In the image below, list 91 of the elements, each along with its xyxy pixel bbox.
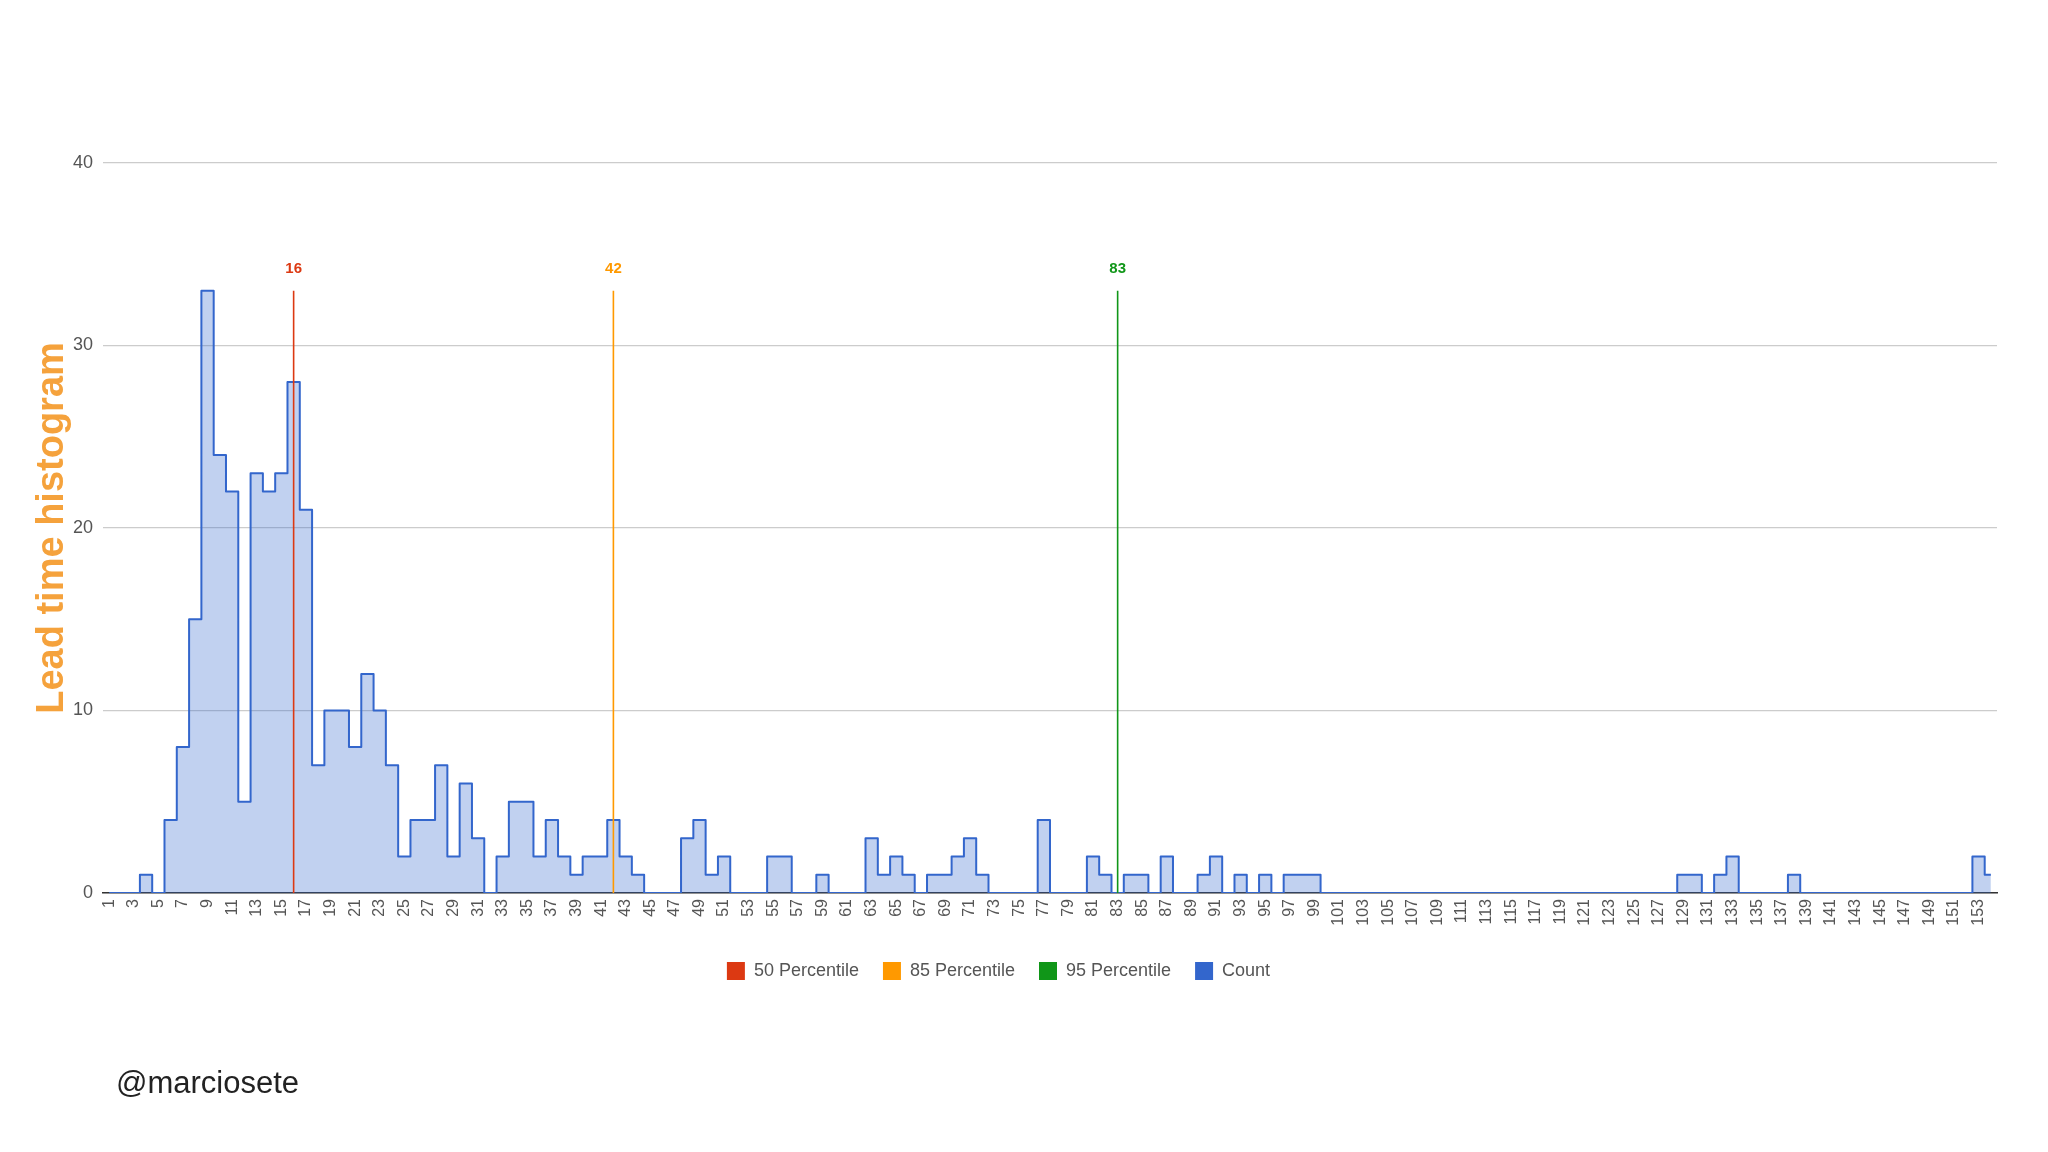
- x-tick-label: 75: [1009, 898, 1027, 917]
- x-tick-label: 153: [1968, 898, 1986, 926]
- x-tick-label: 127: [1649, 898, 1667, 926]
- x-tick-label: 103: [1354, 898, 1372, 926]
- x-tick-label: 145: [1870, 898, 1888, 926]
- x-tick-label: 109: [1427, 898, 1445, 926]
- x-tick-label: 117: [1526, 898, 1544, 925]
- x-tick-label: 37: [542, 898, 560, 917]
- x-tick-label: 107: [1403, 898, 1421, 926]
- x-tick-label: 105: [1378, 898, 1396, 926]
- x-tick-label: 29: [443, 898, 461, 917]
- x-tick-label: 119: [1550, 898, 1568, 925]
- x-tick-label: 25: [394, 898, 412, 917]
- x-tick-label: 71: [960, 898, 978, 917]
- legend-label: 50 Percentile: [753, 959, 859, 980]
- x-tick-label: 3: [124, 898, 142, 908]
- annotation: 16: [285, 259, 302, 277]
- x-tick-label: 33: [493, 898, 511, 917]
- legend-label: Count: [1222, 959, 1271, 980]
- y-tick-label: 30: [72, 334, 93, 355]
- x-tick-label: 113: [1477, 898, 1495, 925]
- x-tick-label: 93: [1231, 898, 1249, 917]
- x-tick-label: 131: [1698, 898, 1716, 926]
- x-tick-label: 13: [247, 898, 265, 917]
- x-tick-label: 11: [222, 898, 240, 916]
- x-tick-label: 57: [788, 898, 806, 917]
- x-tick-label: 135: [1747, 898, 1765, 926]
- x-tick-label: 85: [1132, 898, 1150, 917]
- x-tick-label: 23: [370, 898, 388, 917]
- x-tick-label: 63: [862, 898, 880, 917]
- legend-label: 95 Percentile: [1066, 959, 1172, 980]
- x-tick-label: 5: [148, 898, 166, 908]
- x-tick-label: 125: [1624, 898, 1642, 926]
- x-tick-label: 111: [1452, 898, 1470, 924]
- x-tick-label: 91: [1206, 898, 1224, 917]
- y-tick-label: 40: [72, 151, 93, 172]
- x-tick-label: 17: [296, 898, 314, 917]
- x-tick-label: 83: [1108, 898, 1126, 917]
- x-tick-label: 61: [837, 898, 855, 917]
- x-tick-label: 133: [1722, 898, 1740, 926]
- x-tick-label: 139: [1796, 898, 1814, 926]
- x-tick-label: 137: [1772, 898, 1790, 926]
- annotation: 83: [1109, 259, 1126, 277]
- x-tick-label: 95: [1255, 898, 1273, 917]
- y-tick-label: 20: [72, 516, 93, 537]
- x-tick-label: 53: [739, 898, 757, 917]
- x-tick-label: 27: [419, 898, 437, 917]
- x-tick-label: 9: [197, 898, 215, 908]
- x-tick-label: 49: [689, 898, 707, 917]
- x-tick-label: 81: [1083, 898, 1101, 917]
- x-tick-label: 35: [517, 898, 535, 917]
- x-tick-label: 143: [1845, 898, 1863, 926]
- x-tick-label: 43: [616, 898, 634, 917]
- x-tick-label: 19: [320, 898, 338, 917]
- x-tick-label: 7: [173, 898, 191, 908]
- x-tick-label: 149: [1919, 898, 1937, 926]
- x-tick-label: 115: [1501, 898, 1519, 925]
- x-tick-label: 87: [1157, 898, 1175, 917]
- x-tick-label: 67: [911, 898, 929, 917]
- x-tick-label: 39: [566, 898, 584, 917]
- x-tick-label: 79: [1058, 898, 1076, 917]
- x-tick-label: 65: [886, 898, 904, 917]
- x-tick-label: 147: [1895, 898, 1913, 926]
- x-tick-label: 101: [1329, 898, 1347, 926]
- x-tick-label: 123: [1600, 898, 1617, 926]
- x-tick-label: 151: [1944, 898, 1962, 926]
- x-tick-label: 55: [763, 898, 781, 917]
- x-tick-label: 15: [271, 898, 289, 917]
- x-tick-label: 129: [1673, 898, 1691, 926]
- x-tick-label: 73: [985, 898, 1003, 917]
- x-tick-label: 89: [1181, 898, 1199, 917]
- x-tick-label: 59: [812, 898, 830, 917]
- annotation: 42: [605, 259, 622, 277]
- legend-label: 85 Percentile: [909, 959, 1016, 980]
- x-tick-label: 41: [591, 898, 609, 917]
- x-tick-label: 97: [1280, 898, 1298, 917]
- text: @marciosete: [116, 1064, 300, 1102]
- x-tick-label: 21: [345, 898, 363, 917]
- x-tick-label: 121: [1575, 898, 1593, 926]
- x-tick-label: 47: [665, 898, 683, 917]
- y-axis-title: Lead time histogram: [29, 342, 72, 714]
- x-tick-label: 141: [1821, 898, 1839, 926]
- x-tick-label: 77: [1034, 898, 1052, 917]
- x-tick-label: 45: [640, 898, 658, 917]
- x-tick-label: 69: [935, 898, 953, 917]
- x-tick-label: 31: [468, 898, 486, 917]
- x-tick-label: 1: [99, 898, 117, 908]
- y-tick-label: 0: [82, 881, 93, 902]
- y-tick-label: 10: [72, 699, 93, 720]
- x-tick-label: 99: [1304, 898, 1322, 917]
- x-tick-label: 51: [714, 898, 732, 917]
